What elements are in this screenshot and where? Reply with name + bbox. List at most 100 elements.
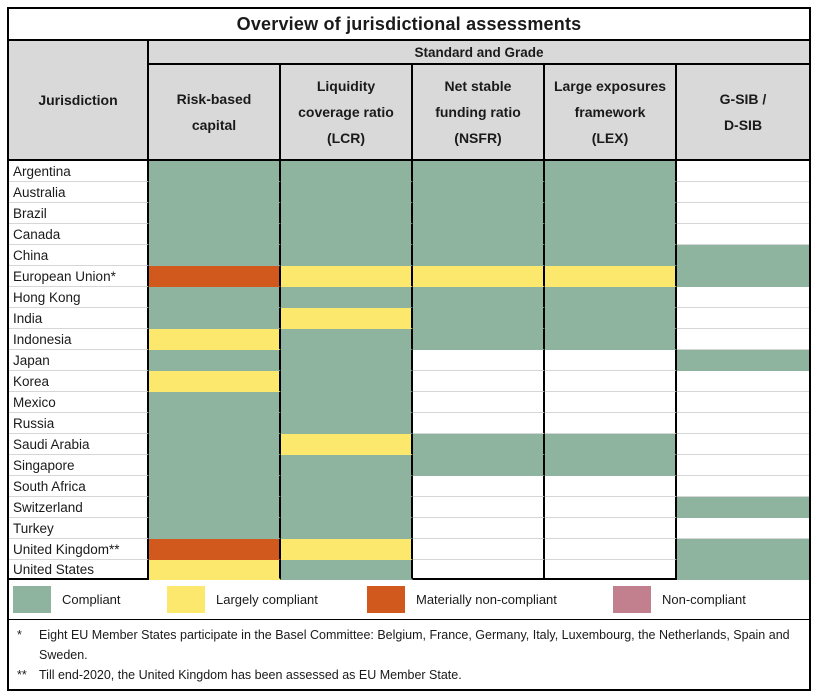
table-row: Australia — [9, 182, 809, 203]
jurisdiction-label: Russia — [9, 413, 149, 434]
grade-cell — [413, 350, 545, 371]
grade-cell — [545, 245, 677, 266]
grade-cell — [545, 476, 677, 497]
column-header-lex: Large exposures framework (LEX) — [545, 65, 677, 161]
table-row: Argentina — [9, 161, 809, 182]
grade-cell — [677, 245, 809, 266]
grade-cell — [281, 161, 413, 182]
legend-label: Largely compliant — [216, 592, 318, 607]
table-row: Singapore — [9, 455, 809, 476]
grade-cell — [413, 287, 545, 308]
grade-cell — [281, 476, 413, 497]
grade-cell — [149, 518, 281, 539]
grade-cell — [413, 308, 545, 329]
grade-cell — [413, 455, 545, 476]
grade-cell — [149, 455, 281, 476]
grade-cell — [677, 371, 809, 392]
grade-cell — [413, 371, 545, 392]
grade-cell — [149, 476, 281, 497]
figure-title: Overview of jurisdictional assessments — [9, 9, 809, 41]
jurisdiction-label: South Africa — [9, 476, 149, 497]
column-header-risk-based-capital: Risk-based capital — [149, 65, 281, 161]
table-row: India — [9, 308, 809, 329]
grade-cell — [281, 182, 413, 203]
grade-cell — [545, 539, 677, 560]
table-row: Turkey — [9, 518, 809, 539]
grade-cell — [677, 224, 809, 245]
grade-cell — [545, 266, 677, 287]
grade-cell — [149, 434, 281, 455]
footnote-text: Eight EU Member States participate in th… — [39, 628, 790, 662]
grade-cell — [281, 518, 413, 539]
grade-cell — [149, 350, 281, 371]
jurisdiction-label: China — [9, 245, 149, 266]
footnote: ** Till end-2020, the United Kingdom has … — [17, 665, 801, 685]
jurisdiction-label: India — [9, 308, 149, 329]
grade-cell — [413, 434, 545, 455]
table-row: Japan — [9, 350, 809, 371]
column-header-lcr: Liquidity coverage ratio (LCR) — [281, 65, 413, 161]
table-row: Hong Kong — [9, 287, 809, 308]
grade-cell — [281, 245, 413, 266]
jurisdiction-label: European Union* — [9, 266, 149, 287]
grade-cell — [149, 161, 281, 182]
grade-cell — [545, 392, 677, 413]
grade-cell — [281, 560, 413, 580]
footnote: * Eight EU Member States participate in t… — [17, 625, 801, 665]
grade-cell — [149, 224, 281, 245]
grade-cell — [413, 266, 545, 287]
grade-cell — [281, 308, 413, 329]
legend-item: Non-compliant — [613, 580, 746, 619]
grade-cell — [413, 539, 545, 560]
grade-cell — [545, 560, 677, 580]
grade-cell — [413, 560, 545, 580]
legend-item: Materially non-compliant — [367, 580, 557, 619]
grade-cell — [281, 266, 413, 287]
grade-cell — [677, 329, 809, 350]
footnote-marker: ** — [17, 668, 27, 682]
jurisdiction-label: Canada — [9, 224, 149, 245]
legend-label: Compliant — [62, 592, 121, 607]
grade-cell — [149, 182, 281, 203]
grade-cell — [677, 182, 809, 203]
grade-cell — [677, 413, 809, 434]
grade-cell — [281, 455, 413, 476]
table-row: Saudi Arabia — [9, 434, 809, 455]
standard-and-grade-header: Standard and Grade — [149, 41, 809, 65]
grade-cell — [413, 329, 545, 350]
grade-cell — [413, 224, 545, 245]
grade-cell — [545, 224, 677, 245]
grade-cell — [149, 497, 281, 518]
grade-cell — [281, 497, 413, 518]
table-row: United Kingdom** — [9, 539, 809, 560]
grade-cell — [545, 287, 677, 308]
jurisdiction-label: Brazil — [9, 203, 149, 224]
grade-cell — [149, 287, 281, 308]
table-row: Mexico — [9, 392, 809, 413]
footnotes: * Eight EU Member States participate in t… — [9, 620, 809, 685]
table-row: United States — [9, 560, 809, 580]
grade-cell — [677, 455, 809, 476]
jurisdiction-label: United States — [9, 560, 149, 580]
grade-cell — [281, 224, 413, 245]
grade-cell — [545, 308, 677, 329]
jurisdiction-label: Japan — [9, 350, 149, 371]
grade-cell — [545, 518, 677, 539]
column-header-gsib-dsib: G-SIB / D-SIB — [677, 65, 809, 161]
grade-cell — [677, 392, 809, 413]
grade-cell — [149, 560, 281, 580]
grade-cell — [677, 203, 809, 224]
table-header: Jurisdiction Standard and Grade Risk-bas… — [9, 41, 809, 161]
grade-cell — [281, 434, 413, 455]
legend-swatch — [167, 586, 205, 613]
legend-item: Compliant — [13, 580, 121, 619]
table-row: Brazil — [9, 203, 809, 224]
grade-cell — [545, 371, 677, 392]
table-row: Russia — [9, 413, 809, 434]
footnote-marker: * — [17, 628, 22, 642]
jurisdiction-label: United Kingdom** — [9, 539, 149, 560]
grade-cell — [677, 497, 809, 518]
grade-cell — [149, 266, 281, 287]
grade-cell — [281, 539, 413, 560]
